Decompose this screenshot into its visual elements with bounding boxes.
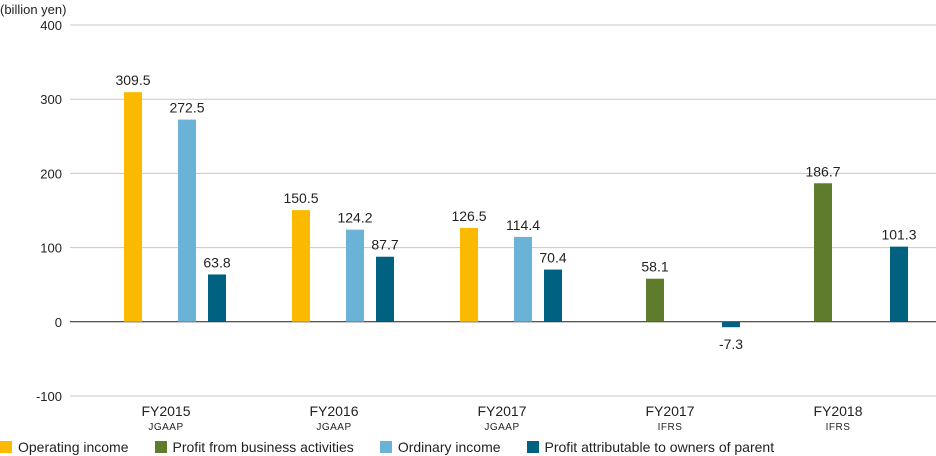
x-category-sublabel: JGAAP: [316, 422, 351, 433]
bar-profit-attributable-to-owners-of-parent: [544, 269, 562, 322]
data-label: 58.1: [641, 259, 668, 275]
legend-label: Profit attributable to owners of parent: [544, 439, 775, 455]
legend-swatch: [154, 441, 167, 453]
legend-item: Profit from business activities: [154, 439, 354, 455]
legend: Operating income Profit from business act…: [0, 438, 800, 456]
x-category-label: FY2017: [645, 403, 694, 419]
data-label: 63.8: [203, 254, 230, 270]
data-label: 101.3: [881, 227, 916, 243]
data-label: 186.7: [805, 163, 840, 179]
bar-operating-income: [292, 210, 310, 322]
y-tick-label: 100: [40, 241, 62, 256]
bar-profit-attributable-to-owners-of-parent: [208, 274, 226, 322]
bar-profit-attributable-to-owners-of-parent: [376, 256, 394, 322]
data-labels: 309.5 272.5 63.8 150.5 124.2 87.7 126.5 114.4 70…: [115, 72, 916, 352]
bar-ordinary-income: [514, 236, 532, 322]
data-label: 87.7: [371, 237, 398, 253]
legend-swatch: [0, 441, 12, 453]
legend-item: Ordinary income: [379, 439, 501, 455]
x-category-sublabel: IFRS: [658, 422, 683, 433]
bars: [124, 92, 908, 328]
x-category-label: FY2015: [141, 403, 190, 419]
y-tick-label: 300: [40, 92, 62, 107]
data-label: 309.5: [115, 72, 150, 88]
y-tick-label: 0: [55, 315, 62, 330]
legend-swatch: [526, 441, 539, 453]
bar-operating-income: [460, 227, 478, 322]
x-category-label: FY2017: [477, 403, 526, 419]
legend-item: Operating income: [0, 439, 129, 455]
bar-ordinary-income: [346, 229, 364, 322]
legend-label: Profit from business activities: [172, 439, 354, 455]
gridlines: [70, 24, 936, 397]
data-label: 124.2: [337, 210, 372, 226]
y-tick-label: 400: [40, 18, 62, 33]
y-tick-label: -100: [36, 389, 62, 404]
y-axis-ticks: 400 300 200 100 0 -100: [36, 18, 62, 404]
x-category-sublabel: JGAAP: [484, 422, 519, 433]
data-label: 150.5: [283, 190, 318, 206]
bar-profit-from-business-activities: [814, 183, 832, 322]
bar-operating-income: [124, 92, 142, 322]
bar-chart: (billion yen) 400 300 200 100 0 -100 309.5 272…: [0, 2, 936, 433]
y-tick-label: 200: [40, 166, 62, 181]
bar-ordinary-income: [178, 119, 196, 322]
legend-item: Profit attributable to owners of parent: [526, 439, 775, 455]
x-axis-ticks: FY2015 JGAAP FY2016 JGAAP FY2017 JGAAP FY2017 I…: [141, 403, 862, 433]
data-label: 114.4: [506, 217, 540, 233]
x-category-label: FY2016: [309, 403, 358, 419]
x-category-sublabel: JGAAP: [148, 422, 183, 433]
legend-label: Operating income: [18, 439, 129, 455]
data-label: 272.5: [169, 100, 204, 116]
data-label: 126.5: [451, 208, 486, 224]
unit-label: (billion yen): [0, 2, 66, 17]
legend-swatch: [379, 441, 392, 453]
x-category-label: FY2018: [813, 403, 862, 419]
bar-profit-attributable-to-owners-of-parent: [890, 246, 908, 322]
legend-label: Ordinary income: [397, 439, 501, 455]
x-category-sublabel: IFRS: [826, 422, 851, 433]
bar-profit-from-business-activities: [646, 278, 664, 322]
bar-profit-attributable-to-owners-of-parent: [722, 321, 740, 328]
data-label: -7.3: [719, 336, 743, 352]
data-label: 70.4: [539, 250, 566, 266]
